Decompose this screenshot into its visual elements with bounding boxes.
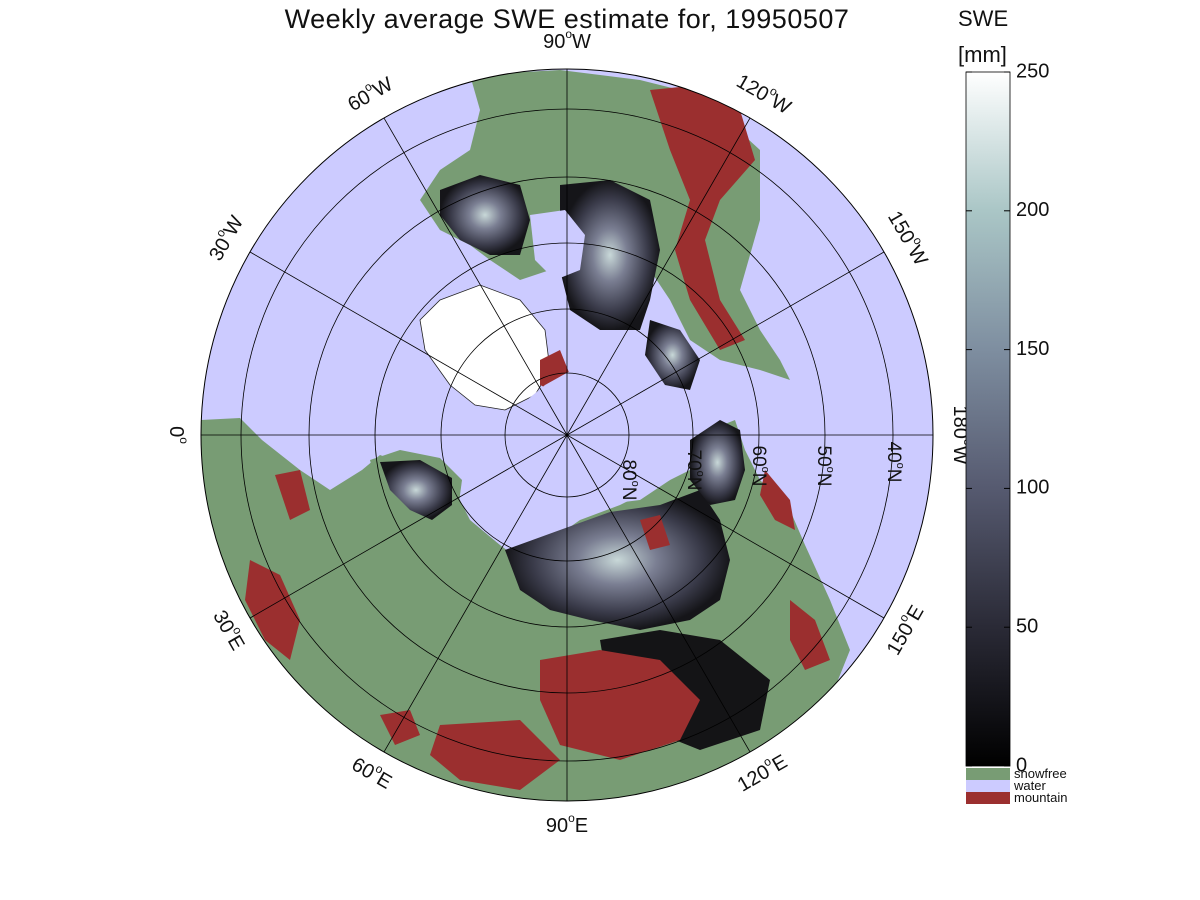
svg-text:30oE: 30oE <box>208 605 252 655</box>
category-label: snowfree <box>1014 766 1067 781</box>
colorbar-title-line2: [mm] <box>958 42 1007 67</box>
svg-text:120oE: 120oE <box>732 747 791 796</box>
longitude-label: 150oW <box>883 206 935 270</box>
svg-text:0o: 0o <box>165 426 191 444</box>
colorbar-title-line1: SWE <box>958 6 1008 31</box>
hudson-bay <box>530 210 585 280</box>
svg-text:90oW: 90oW <box>543 27 591 53</box>
latitude-labels: 80oN 70oN 60oN 50oN 40oN <box>618 442 906 501</box>
meridian-line <box>566 251 885 436</box>
longitude-label: 120oW <box>732 67 796 120</box>
longitude-label: 90oE <box>546 811 588 837</box>
snow-alaska <box>645 320 700 390</box>
colorbar-tick-label: 0 <box>1016 754 1027 776</box>
colorbar-tick-label: 250 <box>1016 60 1049 82</box>
longitude-label: 90oW <box>543 27 591 53</box>
meridian-line <box>383 434 568 753</box>
svg-text:80oN: 80oN <box>618 460 641 501</box>
colorbar-tick-label: 50 <box>1016 615 1038 637</box>
colorbar: SWE [mm] 0 50 100 150 200 250 snowfreewatermo… <box>958 6 1067 805</box>
category-label: mountain <box>1014 790 1067 805</box>
colorbar-ticks: 0 50 100 150 200 250 <box>966 60 1049 776</box>
latitude-label: 60oN <box>748 446 771 487</box>
svg-text:90oE: 90oE <box>546 811 588 837</box>
latitude-label: 50oN <box>813 446 836 487</box>
colorbar-tick-label: 200 <box>1016 199 1049 221</box>
category-swatch <box>966 792 1010 804</box>
graticule <box>201 69 933 801</box>
svg-text:40oN: 40oN <box>883 442 906 483</box>
latitude-label: 80oN <box>618 460 641 501</box>
snow-canada-north <box>560 180 660 330</box>
svg-text:60oN: 60oN <box>748 446 771 487</box>
longitude-label: 180oW <box>949 406 975 465</box>
longitude-label: 120oE <box>732 747 791 797</box>
meridian-line <box>566 434 751 753</box>
svg-text:60oW: 60oW <box>342 70 397 117</box>
snow-scandinavia <box>380 460 452 520</box>
map-border <box>200 68 934 802</box>
latitude-label: 40oN <box>883 442 906 483</box>
meridian-line <box>566 117 751 436</box>
land-greenland <box>419 284 551 411</box>
svg-text:50oN: 50oN <box>813 446 836 487</box>
meridian-line <box>249 251 568 436</box>
colorbar-gradient <box>965 71 1011 767</box>
svg-text:120oW: 120oW <box>732 67 796 119</box>
svg-text:150oW: 150oW <box>883 206 935 270</box>
colorbar-tick-label: 150 <box>1016 338 1049 360</box>
category-swatch <box>966 768 1010 780</box>
snow-far-east <box>690 420 745 505</box>
svg-text:30oW: 30oW <box>202 210 249 265</box>
mountain-regions <box>245 85 830 790</box>
longitude-label: 30oW <box>202 210 249 265</box>
longitude-label: 30oE <box>208 605 252 655</box>
svg-text:180oW: 180oW <box>949 406 975 465</box>
longitude-label: 60oW <box>342 70 397 117</box>
arctic-ocean <box>505 360 690 505</box>
meridian-line <box>249 434 568 619</box>
longitude-label: 60oE <box>348 750 398 794</box>
svg-text:70oN: 70oN <box>683 450 706 491</box>
meridian-line <box>566 434 885 619</box>
category-swatch <box>966 780 1010 792</box>
colorbar-tick-label: 100 <box>1016 477 1049 499</box>
svg-text:60oE: 60oE <box>348 750 398 794</box>
longitude-label: 0o <box>165 426 191 444</box>
figure-title: Weekly average SWE estimate for, 1995050… <box>284 4 850 34</box>
latitude-label: 70oN <box>683 450 706 491</box>
meridian-line <box>383 117 568 436</box>
category-label: water <box>1013 778 1046 793</box>
snow-canada-east <box>440 175 530 255</box>
